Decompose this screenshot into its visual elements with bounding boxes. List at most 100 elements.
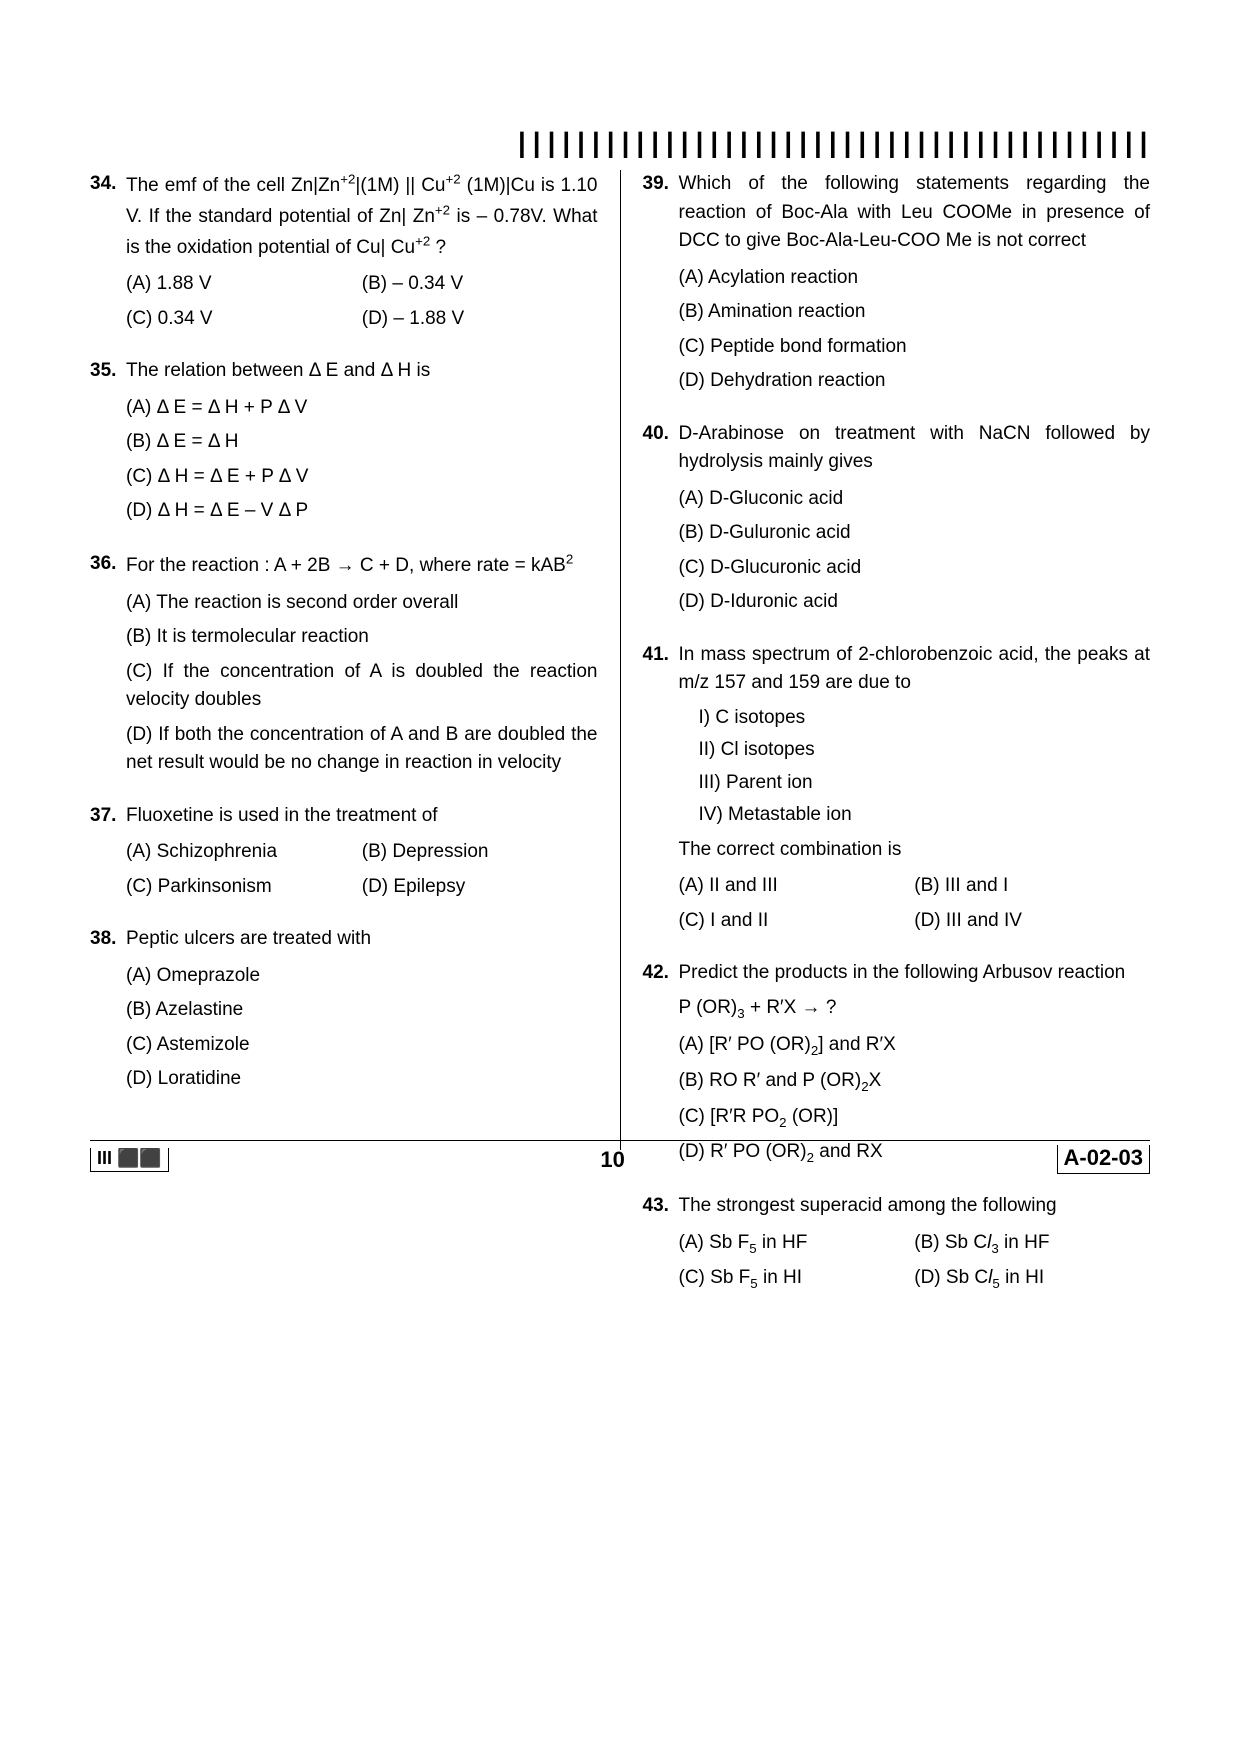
question-38: 38. Peptic ulcers are treated with (A) O… [90,925,598,1100]
option-c: (C) Sb F5 in HI [679,1264,915,1294]
footer-left-box: III ⬛⬛ [90,1148,169,1172]
option-a: (A) 1.88 V [126,270,362,299]
option-d: (D) Δ H = Δ E – V Δ P [126,497,598,526]
question-body: For the reaction : A + 2B → C + D, where… [126,550,598,784]
question-text: The emf of the cell Zn|Zn+2|(1M) || Cu+2… [126,175,598,258]
option-a: (A) Schizophrenia [126,838,362,867]
option-b: (B) RO R′ and P (OR)2X [679,1067,1151,1097]
question-text: The relation between Δ E and Δ H is [126,360,430,381]
question-number: 34. [90,170,126,339]
question-text: Predict the products in the following Ar… [679,962,1126,983]
option-a: (A) Acylation reaction [679,264,1151,293]
question-text: In mass spectrum of 2-chlorobenzoic acid… [679,644,1151,694]
option-d: (D) Loratidine [126,1065,598,1094]
option-d: (D) – 1.88 V [362,305,598,334]
question-body: Which of the following statements regard… [679,170,1151,402]
option-d: (D) Sb Cl5 in HI [914,1264,1150,1294]
question-text: For the reaction : A + 2B → C + D, where… [126,555,573,576]
footer-right-box: A-02-03 [1057,1145,1150,1174]
statement-1: I) C isotopes [699,704,1151,733]
options: (A) Schizophrenia (B) Depression (C) Par… [126,838,598,901]
left-column: 34. The emf of the cell Zn|Zn+2|(1M) || … [90,170,621,1150]
question-text: D-Arabinose on treatment with NaCN follo… [679,423,1151,473]
option-a: (A) Δ E = Δ H + P Δ V [126,394,598,423]
option-b: (B) D-Guluronic acid [679,519,1151,548]
statements: I) C isotopes II) Cl isotopes III) Paren… [699,704,1151,830]
question-41: 41. In mass spectrum of 2-chlorobenzoic … [643,641,1151,942]
option-c: (C) Astemizole [126,1031,598,1060]
option-d: (D) If both the concentration of A and B… [126,721,598,778]
options: (A) Δ E = Δ H + P Δ V (B) Δ E = Δ H (C) … [126,394,598,526]
option-d: (D) D-Iduronic acid [679,588,1151,617]
option-d: (D) Dehydration reaction [679,367,1151,396]
question-39: 39. Which of the following statements re… [643,170,1151,402]
question-text: Fluoxetine is used in the treatment of [126,805,438,826]
question-number: 41. [643,641,679,942]
right-column: 39. Which of the following statements re… [621,170,1151,1150]
question-body: The strongest superacid among the follow… [679,1192,1151,1300]
option-a: (A) The reaction is second order overall [126,589,598,618]
option-a: (A) D-Gluconic acid [679,485,1151,514]
question-37: 37. Fluoxetine is used in the treatment … [90,802,598,908]
question-text: The strongest superacid among the follow… [679,1195,1057,1216]
option-b: (B) Δ E = Δ H [126,428,598,457]
page-number: 10 [600,1147,624,1173]
question-number: 35. [90,357,126,532]
question-number: 40. [643,420,679,623]
statement-4: IV) Metastable ion [699,801,1151,830]
question-body: D-Arabinose on treatment with NaCN follo… [679,420,1151,623]
option-c: (C) Parkinsonism [126,873,362,902]
option-c: (C) If the concentration of A is doubled… [126,658,598,715]
options: (A) D-Gluconic acid (B) D-Guluronic acid… [679,485,1151,617]
option-b: (B) III and I [914,872,1150,901]
question-body: In mass spectrum of 2-chlorobenzoic acid… [679,641,1151,942]
option-a: (A) Sb F5 in HF [679,1229,915,1259]
option-d: (D) III and IV [914,907,1150,936]
option-b: (B) – 0.34 V [362,270,598,299]
question-body: The relation between Δ E and Δ H is (A) … [126,357,598,532]
exam-page: ||||||||||||||||||||||||||||||||||||||||… [0,0,1240,1754]
option-b: (B) It is termolecular reaction [126,623,598,652]
question-36: 36. For the reaction : A + 2B → C + D, w… [90,550,598,784]
statement-3: III) Parent ion [699,769,1151,798]
question-number: 43. [643,1192,679,1300]
option-c: (C) Peptide bond formation [679,333,1151,362]
option-c: (C) Δ H = Δ E + P Δ V [126,463,598,492]
question-35: 35. The relation between Δ E and Δ H is … [90,357,598,532]
question-40: 40. D-Arabinose on treatment with NaCN f… [643,420,1151,623]
question-text: Peptic ulcers are treated with [126,928,371,949]
options: (A) II and III (B) III and I (C) I and I… [679,872,1151,935]
option-d: (D) Epilepsy [362,873,598,902]
options: (A) Omeprazole (B) Azelastine (C) Astemi… [126,962,598,1094]
option-a: (A) II and III [679,872,915,901]
options: (A) The reaction is second order overall… [126,589,598,778]
post-text: The correct combination is [679,836,1151,865]
statement-2: II) Cl isotopes [699,736,1151,765]
question-number: 36. [90,550,126,784]
options: (A) Sb F5 in HF (B) Sb Cl3 in HF (C) Sb … [679,1229,1151,1294]
option-b: (B) Depression [362,838,598,867]
options: (A) 1.88 V (B) – 0.34 V (C) 0.34 V (D) –… [126,270,598,333]
question-text: Which of the following statements regard… [679,173,1151,251]
option-b: (B) Azelastine [126,996,598,1025]
option-c: (C) I and II [679,907,915,936]
barcode: ||||||||||||||||||||||||||||||||||||||||… [513,130,1150,161]
option-c: (C) 0.34 V [126,305,362,334]
question-43: 43. The strongest superacid among the fo… [643,1192,1151,1300]
question-number: 38. [90,925,126,1100]
question-34: 34. The emf of the cell Zn|Zn+2|(1M) || … [90,170,598,339]
options: (A) Acylation reaction (B) Amination rea… [679,264,1151,396]
option-b: (B) Sb Cl3 in HF [914,1229,1150,1259]
content-columns: 34. The emf of the cell Zn|Zn+2|(1M) || … [90,170,1150,1150]
question-body: Fluoxetine is used in the treatment of (… [126,802,598,908]
question-number: 39. [643,170,679,402]
question-number: 37. [90,802,126,908]
equation: P (OR)3 + R′X → ? [679,994,1151,1024]
question-body: Peptic ulcers are treated with (A) Omepr… [126,925,598,1100]
option-a: (A) Omeprazole [126,962,598,991]
option-b: (B) Amination reaction [679,298,1151,327]
question-body: The emf of the cell Zn|Zn+2|(1M) || Cu+2… [126,170,598,339]
page-footer: III ⬛⬛ 10 A-02-03 [90,1140,1150,1174]
option-a: (A) [R′ PO (OR)2] and R′X [679,1031,1151,1061]
option-c: (C) [R′R PO2 (OR)] [679,1103,1151,1133]
